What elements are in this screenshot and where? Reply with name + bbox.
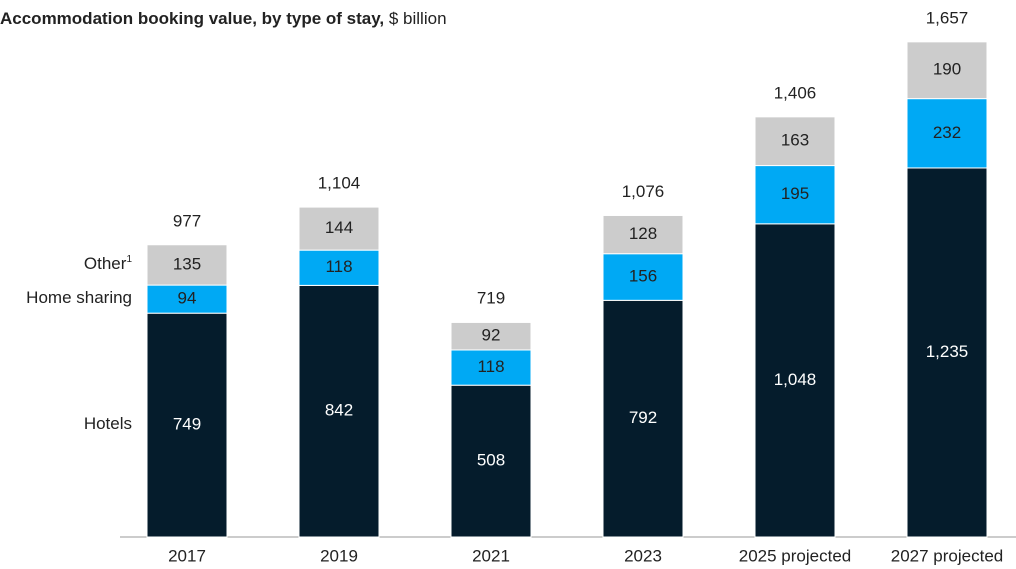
- legend-label: Home sharing: [26, 289, 132, 308]
- value-label: 792: [629, 408, 657, 427]
- legend-label: Hotels: [84, 415, 132, 434]
- total-label: 719: [477, 289, 505, 308]
- value-label: 749: [173, 415, 201, 434]
- legend-label: Other1: [84, 254, 133, 274]
- total-label: 977: [173, 212, 201, 231]
- bar-segment: [754, 223, 836, 538]
- value-label: 118: [477, 357, 504, 376]
- legend-text: Home sharing: [26, 289, 132, 308]
- x-tick-label: 2023: [624, 546, 662, 565]
- x-tick-label: 2025 projected: [739, 546, 851, 565]
- value-label: 190: [933, 60, 961, 79]
- value-label: 92: [482, 326, 501, 345]
- bar-segment: [602, 214, 684, 255]
- value-label: 156: [629, 267, 657, 286]
- x-tick-label: 2027 projected: [891, 546, 1003, 565]
- legend-text: Hotels: [84, 415, 132, 434]
- footnote-marker: 1: [126, 254, 132, 265]
- bar-segment: [450, 384, 532, 538]
- bar-segment: [146, 244, 228, 286]
- chart-title: Accommodation booking value, by type of …: [0, 9, 447, 28]
- value-label: 135: [173, 254, 201, 273]
- total-label: 1,076: [622, 182, 665, 201]
- total-label: 1,657: [926, 8, 969, 27]
- bar-segment: [298, 249, 380, 286]
- total-label: 1,104: [318, 174, 361, 193]
- bar-segment: [602, 299, 684, 538]
- bar-segment: [906, 167, 988, 538]
- value-label: 144: [325, 218, 353, 237]
- value-label: 94: [178, 289, 197, 308]
- bar-segment: [754, 116, 836, 167]
- value-label: 232: [933, 123, 961, 142]
- total-label: 1,406: [774, 83, 817, 102]
- value-label: 508: [477, 451, 505, 470]
- value-label: 1,048: [774, 370, 817, 389]
- value-label: 1,235: [926, 342, 969, 361]
- value-label: 118: [325, 257, 352, 276]
- bar-segment: [754, 165, 836, 225]
- bar-segment: [906, 98, 988, 169]
- bar-segment: [298, 284, 380, 538]
- value-label: 128: [629, 224, 657, 243]
- bar-segment: [602, 253, 684, 301]
- x-tick-label: 2019: [320, 546, 358, 565]
- value-label: 195: [781, 184, 809, 203]
- bar-segment: [450, 321, 532, 351]
- value-label: 163: [781, 131, 809, 150]
- title-text: Accommodation booking value, by type of …: [0, 9, 384, 28]
- bar-segment: [450, 349, 532, 386]
- bar-segment: [146, 312, 228, 538]
- bar-segment: [146, 284, 228, 314]
- x-tick-label: 2017: [168, 546, 206, 565]
- value-label: 842: [325, 401, 353, 420]
- x-tick-label: 2021: [472, 546, 510, 565]
- legend-text: Other: [84, 254, 127, 273]
- title-unit: $ billion: [389, 9, 447, 28]
- bar-segment: [298, 206, 380, 251]
- bar-segment: [906, 41, 988, 100]
